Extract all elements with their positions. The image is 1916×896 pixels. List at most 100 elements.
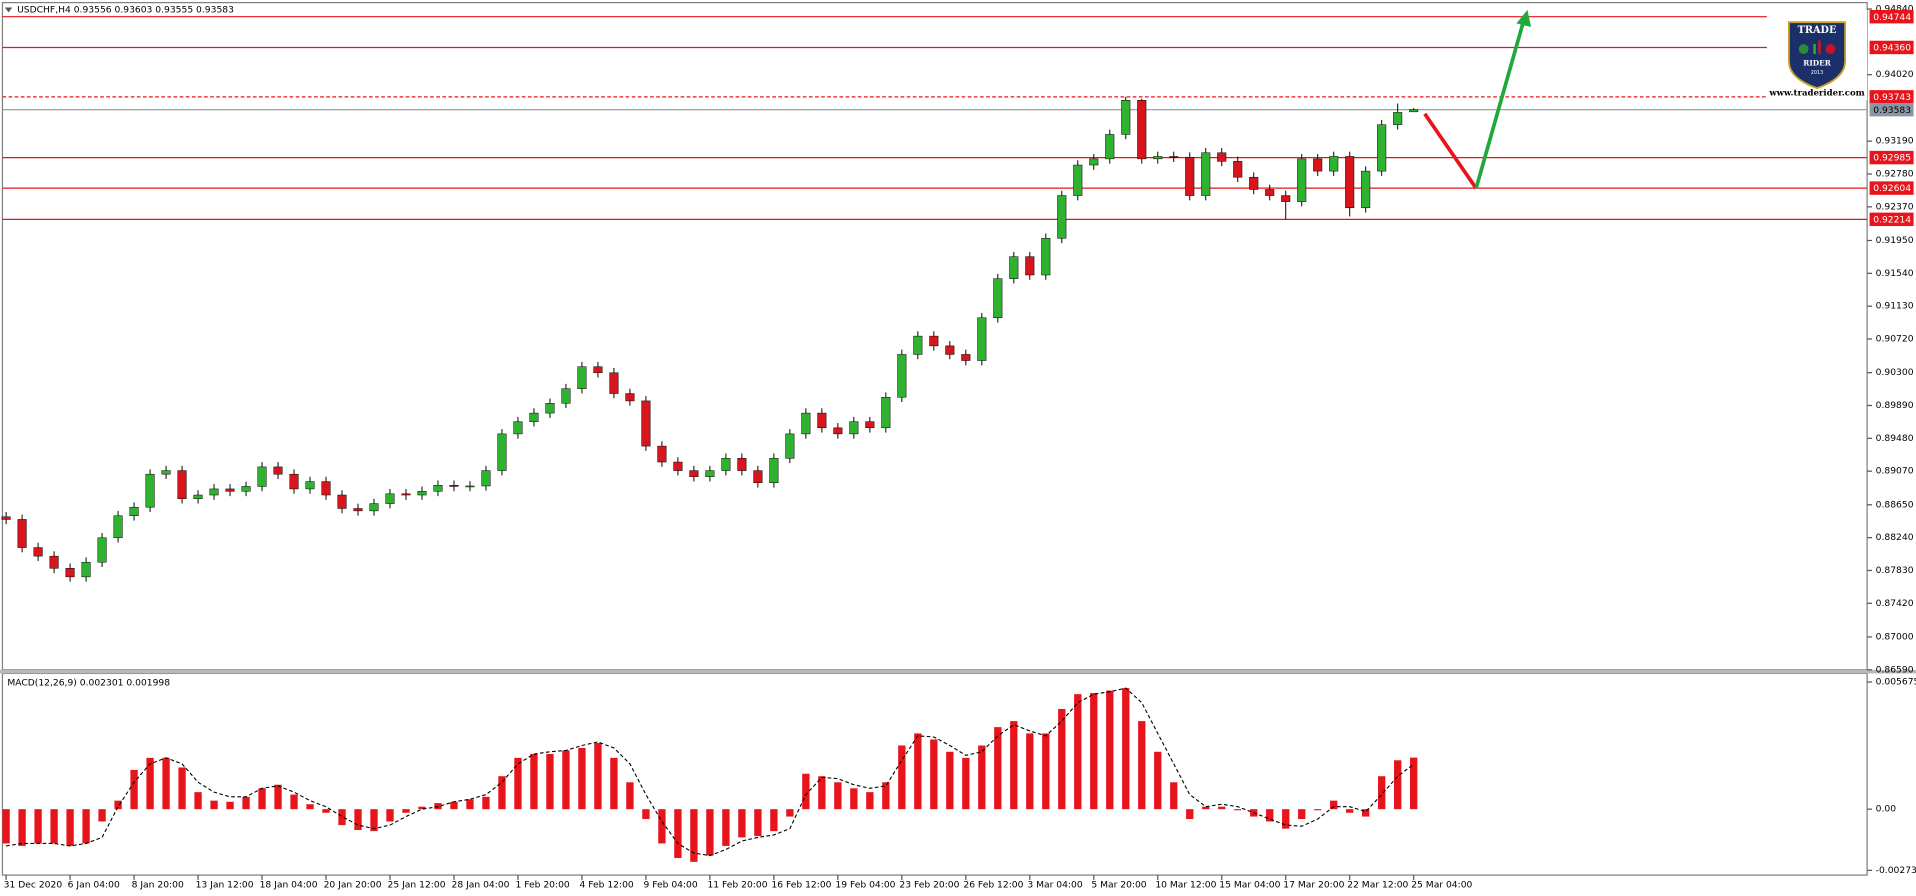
y-tick-label: 0.93190 bbox=[1876, 136, 1914, 147]
candle-body bbox=[673, 461, 683, 471]
x-tick-label: 22 Mar 12:00 bbox=[1347, 879, 1408, 890]
candle-body bbox=[81, 561, 91, 578]
y-tick-label: 0.86590 bbox=[1876, 664, 1914, 675]
candle-body bbox=[385, 493, 395, 504]
y-tick-label: 0.88240 bbox=[1876, 532, 1914, 543]
macd-bar bbox=[178, 767, 186, 810]
symbol-menu[interactable] bbox=[4, 7, 13, 13]
macd-bar bbox=[386, 809, 394, 822]
candle-body bbox=[721, 458, 731, 471]
macd-bar bbox=[706, 809, 714, 856]
candle-body bbox=[353, 508, 363, 512]
macd-bar bbox=[194, 792, 202, 810]
candle-body bbox=[961, 354, 971, 361]
macd-bar bbox=[546, 754, 554, 810]
macd-bar bbox=[1090, 693, 1098, 810]
macd-bar bbox=[1362, 809, 1370, 817]
x-tick-label: 9 Feb 04:00 bbox=[643, 879, 697, 890]
candle-body bbox=[913, 335, 923, 355]
y-tick-label: 0.92370 bbox=[1876, 201, 1914, 212]
macd-bar bbox=[322, 809, 330, 813]
candle-body bbox=[817, 412, 827, 429]
candle-body bbox=[881, 396, 891, 429]
y-tick-label: 0.90720 bbox=[1876, 333, 1914, 344]
y-tick-label: 0.89070 bbox=[1876, 466, 1914, 477]
candle-body bbox=[289, 473, 299, 490]
macd-bar bbox=[738, 809, 746, 838]
candle-body bbox=[1105, 134, 1115, 160]
candle-body bbox=[577, 366, 587, 389]
macd-bar bbox=[530, 754, 538, 810]
candle-body bbox=[1041, 238, 1051, 276]
logo-year: 2013 bbox=[1811, 70, 1823, 76]
y-tick-label: 0.89890 bbox=[1876, 400, 1914, 411]
candle-body bbox=[193, 494, 203, 499]
macd-bar bbox=[114, 800, 122, 810]
level-label-box bbox=[1869, 102, 1914, 117]
macd-bar bbox=[1138, 721, 1146, 810]
candle-body bbox=[1377, 124, 1387, 172]
macd-bar bbox=[898, 745, 906, 810]
macd-bar bbox=[482, 796, 490, 810]
panel-separator bbox=[0, 669, 1916, 674]
candle-body bbox=[113, 515, 123, 539]
candle-body bbox=[785, 433, 795, 459]
macd-bar bbox=[962, 757, 970, 810]
macd-bar bbox=[1346, 809, 1354, 813]
y-tick-label: 0.87420 bbox=[1876, 598, 1914, 609]
macd-bar bbox=[1314, 809, 1322, 811]
macd-bar bbox=[594, 743, 602, 810]
macd-bar bbox=[338, 809, 346, 826]
projection-up bbox=[1474, 24, 1525, 189]
x-tick-label: 19 Feb 04:00 bbox=[835, 879, 895, 890]
macd-bar bbox=[1394, 760, 1402, 810]
candle-body bbox=[1, 516, 11, 520]
plot-layer: 0.86590 0.87000 0.87420 0.87830 0.88240 0.886… bbox=[1, 4, 1916, 890]
candle-body bbox=[689, 470, 699, 477]
candle-body bbox=[945, 345, 955, 355]
macd-bar bbox=[290, 794, 298, 810]
candle-body bbox=[1361, 170, 1371, 209]
x-tick-label: 20 Jan 20:00 bbox=[324, 879, 382, 890]
macd-bar bbox=[466, 799, 474, 810]
macd-bar bbox=[226, 801, 234, 810]
macd-bar bbox=[1218, 806, 1226, 810]
candle-body bbox=[769, 458, 779, 484]
candle-body bbox=[433, 485, 443, 492]
x-tick-label: 8 Jan 20:00 bbox=[132, 879, 184, 890]
macd-bar bbox=[1234, 809, 1242, 811]
macd-bar bbox=[610, 757, 618, 810]
level-label: 0.93743 bbox=[1873, 92, 1911, 103]
candle-body bbox=[1393, 112, 1403, 125]
macd-bar bbox=[818, 776, 826, 810]
level-label-box bbox=[1869, 9, 1914, 24]
macd-bar bbox=[274, 784, 282, 810]
candle-body bbox=[1025, 256, 1035, 276]
logo-flag bbox=[1825, 44, 1836, 54]
candle-body bbox=[369, 503, 379, 512]
x-tick-label: 25 Jan 12:00 bbox=[388, 879, 446, 890]
macd-bar bbox=[242, 796, 250, 810]
macd-bar bbox=[658, 809, 666, 844]
candle-body bbox=[1169, 156, 1179, 158]
macd-bar bbox=[802, 773, 810, 810]
candle-body bbox=[1137, 99, 1147, 160]
macd-bar bbox=[1202, 806, 1210, 810]
candle-body bbox=[1265, 189, 1275, 196]
macd-bar bbox=[370, 809, 378, 832]
y-tick-label: 0.005675 bbox=[1876, 676, 1916, 687]
candle-body bbox=[1009, 256, 1019, 279]
candle-body bbox=[1249, 176, 1259, 190]
y-tick-label: -0.00273 bbox=[1876, 865, 1916, 876]
macd-bar bbox=[82, 809, 90, 844]
macd-bar bbox=[130, 769, 138, 810]
y-tick-label: 0.88650 bbox=[1876, 499, 1914, 510]
level-label: 0.92604 bbox=[1873, 183, 1911, 194]
candle-body bbox=[657, 445, 667, 463]
candle-body bbox=[1121, 99, 1131, 135]
candle-body bbox=[1201, 152, 1211, 196]
logo: TRADE RIDER 2013 www.traderider.com bbox=[1766, 9, 1868, 101]
y-tick-label: 0.94020 bbox=[1876, 69, 1914, 80]
macd-bar bbox=[450, 801, 458, 810]
logo-shield bbox=[1788, 21, 1847, 90]
